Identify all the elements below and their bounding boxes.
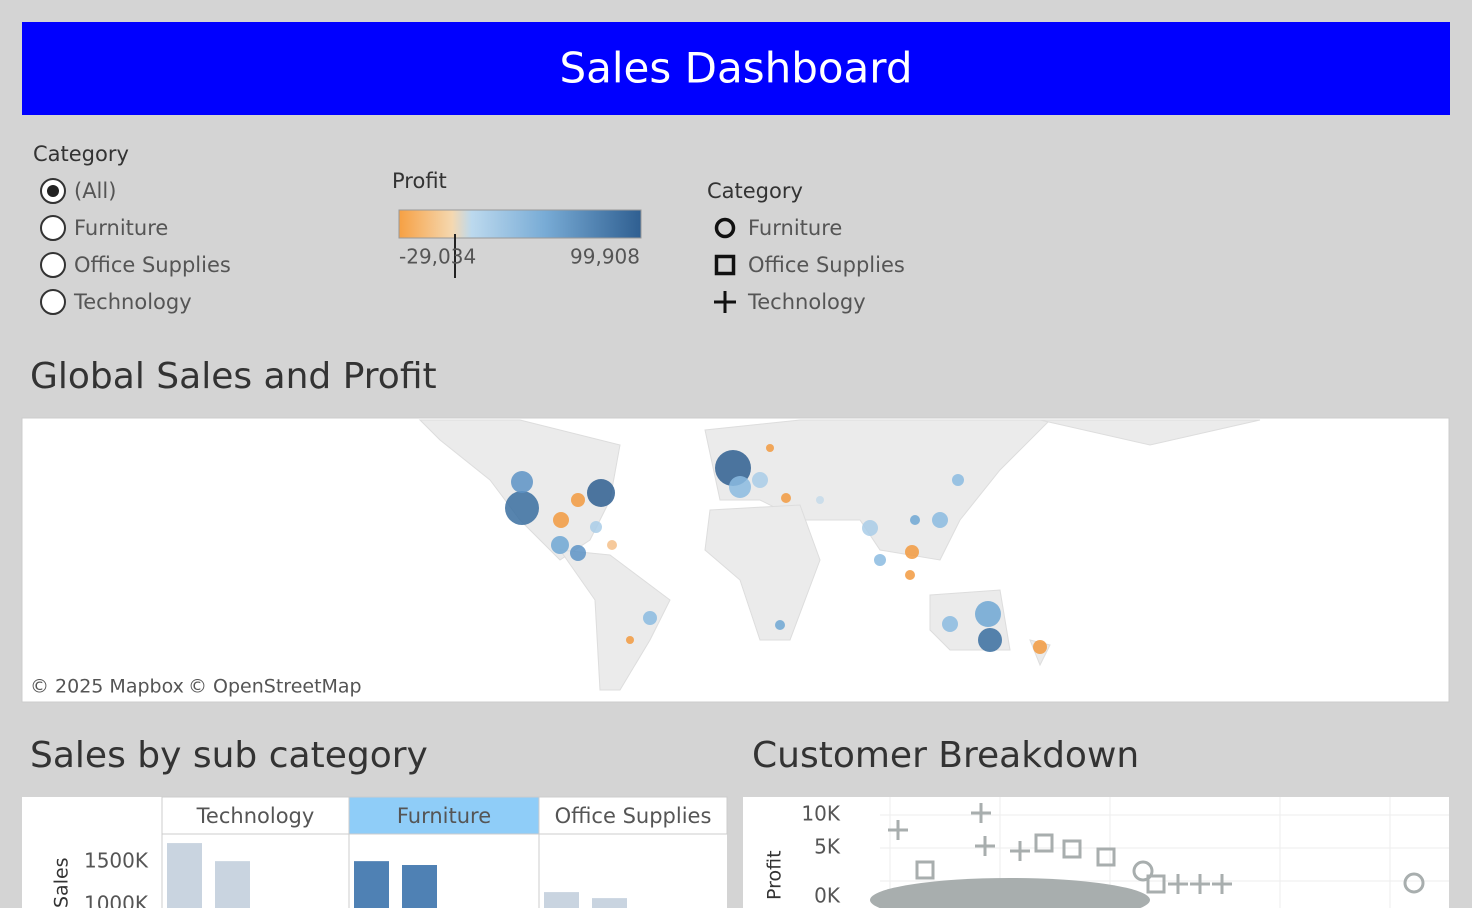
bar bbox=[167, 843, 202, 908]
pane-label: Office Supplies bbox=[555, 804, 712, 828]
scatter-point bbox=[1146, 874, 1166, 894]
map-bubble bbox=[511, 471, 533, 493]
radio[interactable] bbox=[40, 215, 66, 241]
y-tick-label: 1500K bbox=[84, 849, 149, 873]
map-bubble bbox=[505, 491, 539, 525]
y-tick-label: 10K bbox=[801, 802, 840, 826]
map-bubble bbox=[553, 512, 569, 528]
scatter-point bbox=[1132, 860, 1154, 882]
shape-label: Furniture bbox=[748, 216, 842, 240]
bar bbox=[592, 898, 627, 908]
customer-title: Customer Breakdown bbox=[752, 735, 1139, 776]
scatter-point bbox=[1062, 839, 1082, 859]
map-bubble bbox=[874, 554, 886, 566]
scatter-point bbox=[1403, 872, 1425, 894]
shape-icon bbox=[714, 217, 736, 239]
map-bubble bbox=[551, 536, 569, 554]
y-tick-label: 1000K bbox=[84, 892, 149, 908]
bar bbox=[354, 861, 389, 908]
scatter-point bbox=[1034, 833, 1054, 853]
map-bubble bbox=[1033, 640, 1047, 654]
customer-axis-label: Profit bbox=[764, 850, 786, 900]
scatter-cloud bbox=[870, 878, 1150, 908]
shape-label: Technology bbox=[747, 290, 866, 314]
shape-icon bbox=[714, 254, 736, 276]
map-bubble bbox=[905, 545, 919, 559]
land bbox=[558, 549, 671, 691]
map-bubble bbox=[975, 601, 1001, 627]
y-tick-label: 5K bbox=[814, 835, 841, 859]
shape-icon bbox=[714, 291, 736, 313]
pane-header[interactable] bbox=[161, 796, 350, 835]
land bbox=[704, 504, 821, 641]
map bbox=[418, 419, 1261, 691]
map-title: Global Sales and Profit bbox=[30, 356, 437, 397]
map-bubble bbox=[775, 620, 785, 630]
subcat-axis-label: Sales bbox=[51, 857, 73, 908]
scatter-point bbox=[888, 820, 908, 840]
bar bbox=[544, 892, 579, 908]
pane-header[interactable] bbox=[348, 796, 540, 835]
radio[interactable] bbox=[40, 289, 66, 315]
map-bubble bbox=[571, 493, 585, 507]
pane-label: Furniture bbox=[397, 804, 491, 828]
profit-max: 99,908 bbox=[570, 245, 640, 269]
scatter-point bbox=[915, 860, 935, 880]
radio-label: (All) bbox=[74, 179, 116, 203]
radio-label: Technology bbox=[73, 290, 192, 314]
pane-label: Technology bbox=[196, 804, 315, 828]
map-bubble bbox=[590, 521, 602, 533]
bar bbox=[215, 861, 250, 908]
map-bubble bbox=[905, 570, 915, 580]
map-bubble bbox=[752, 472, 768, 488]
map-bubble bbox=[862, 520, 878, 536]
filter-title: Category bbox=[33, 142, 129, 166]
scatter-point bbox=[1212, 874, 1232, 894]
scatter-point bbox=[971, 803, 991, 823]
map-bubble bbox=[766, 444, 774, 452]
pane-header[interactable] bbox=[538, 796, 728, 835]
scatter-point bbox=[975, 836, 995, 856]
land bbox=[1039, 419, 1261, 446]
map-bubble bbox=[729, 476, 751, 498]
profit-min: -29,034 bbox=[399, 245, 476, 269]
scatter-point bbox=[1010, 841, 1030, 861]
shape-legend-title: Category bbox=[707, 179, 803, 203]
map-bubble bbox=[626, 636, 634, 644]
shape-label: Office Supplies bbox=[748, 253, 905, 277]
y-tick-label: 0K bbox=[814, 884, 841, 908]
radio-label: Furniture bbox=[74, 216, 168, 240]
attribution: © OpenStreetMap bbox=[188, 676, 362, 698]
profit-legend-title: Profit bbox=[392, 169, 447, 193]
map-bubble bbox=[932, 512, 948, 528]
scatter-point bbox=[1190, 874, 1210, 894]
map-bubble bbox=[816, 496, 824, 504]
map-bubble bbox=[978, 628, 1002, 652]
radio-label: Office Supplies bbox=[74, 253, 231, 277]
header bbox=[22, 22, 1450, 115]
radio[interactable] bbox=[40, 252, 66, 278]
scatter-point bbox=[1168, 874, 1188, 894]
subcat-title: Sales by sub category bbox=[30, 735, 428, 776]
map-bubble bbox=[607, 540, 617, 550]
radio-dot bbox=[47, 185, 59, 197]
bar bbox=[402, 865, 437, 908]
scatter-point bbox=[1096, 847, 1116, 867]
header-title: Sales Dashboard bbox=[559, 44, 912, 93]
map-bubble bbox=[643, 611, 657, 625]
map-bubble bbox=[781, 493, 791, 503]
map-bubble bbox=[910, 515, 920, 525]
map-bubble bbox=[952, 474, 964, 486]
map-bubble bbox=[587, 479, 615, 507]
map-bubble bbox=[570, 545, 586, 561]
map-bubble bbox=[942, 616, 958, 632]
profit-gradient bbox=[398, 209, 642, 239]
attribution: © 2025 Mapbox bbox=[30, 676, 184, 698]
